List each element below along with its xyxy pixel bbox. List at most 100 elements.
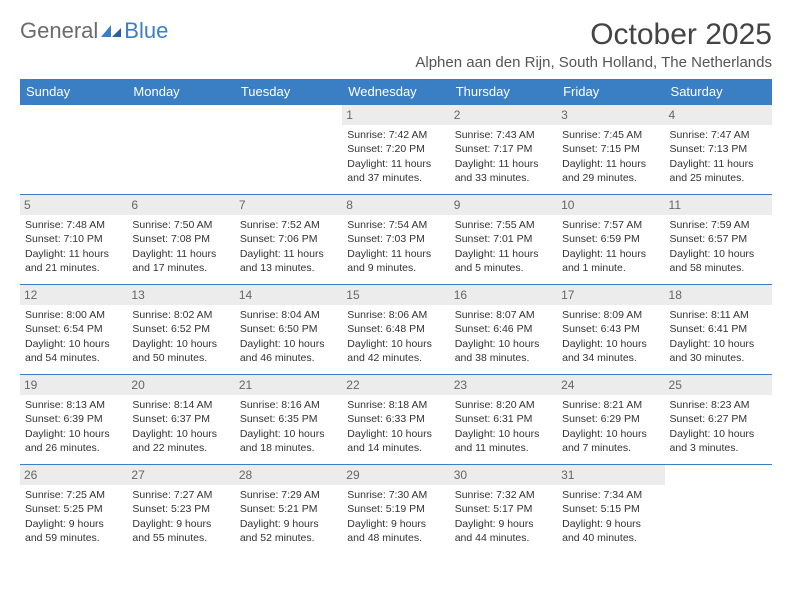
daylight-text: Daylight: 10 hours and 30 minutes. xyxy=(670,337,767,365)
sunset-text: Sunset: 6:54 PM xyxy=(25,322,122,336)
daylight-text: Daylight: 10 hours and 3 minutes. xyxy=(670,427,767,455)
calendar-cell: 8Sunrise: 7:54 AMSunset: 7:03 PMDaylight… xyxy=(342,195,449,285)
day-header: Friday xyxy=(557,79,664,105)
daylight-text: Daylight: 9 hours and 48 minutes. xyxy=(347,517,444,545)
day-header: Saturday xyxy=(665,79,772,105)
day-header: Wednesday xyxy=(342,79,449,105)
sunset-text: Sunset: 6:33 PM xyxy=(347,412,444,426)
sunset-text: Sunset: 7:03 PM xyxy=(347,232,444,246)
daylight-text: Daylight: 11 hours and 25 minutes. xyxy=(670,157,767,185)
sunrise-text: Sunrise: 7:52 AM xyxy=(240,218,337,232)
sunrise-text: Sunrise: 7:48 AM xyxy=(25,218,122,232)
day-header-row: Sunday Monday Tuesday Wednesday Thursday… xyxy=(20,79,772,105)
daylight-text: Daylight: 9 hours and 55 minutes. xyxy=(132,517,229,545)
logo-text-blue: Blue xyxy=(124,18,168,44)
sunrise-text: Sunrise: 7:30 AM xyxy=(347,488,444,502)
sunrise-text: Sunrise: 7:57 AM xyxy=(562,218,659,232)
sunrise-text: Sunrise: 8:02 AM xyxy=(132,308,229,322)
daylight-text: Daylight: 10 hours and 22 minutes. xyxy=(132,427,229,455)
logo-text-general: General xyxy=(20,18,98,44)
daylight-text: Daylight: 10 hours and 14 minutes. xyxy=(347,427,444,455)
sunset-text: Sunset: 5:19 PM xyxy=(347,502,444,516)
sunrise-text: Sunrise: 8:20 AM xyxy=(455,398,552,412)
sunset-text: Sunset: 7:06 PM xyxy=(240,232,337,246)
day-number: 14 xyxy=(235,285,342,305)
sunrise-text: Sunrise: 7:32 AM xyxy=(455,488,552,502)
day-number: 16 xyxy=(450,285,557,305)
calendar-week: 26Sunrise: 7:25 AMSunset: 5:25 PMDayligh… xyxy=(20,465,772,555)
sunrise-text: Sunrise: 7:43 AM xyxy=(455,128,552,142)
day-number: 24 xyxy=(557,375,664,395)
day-number: 19 xyxy=(20,375,127,395)
sunset-text: Sunset: 6:57 PM xyxy=(670,232,767,246)
sunrise-text: Sunrise: 8:16 AM xyxy=(240,398,337,412)
sunset-text: Sunset: 6:46 PM xyxy=(455,322,552,336)
calendar-week: 1Sunrise: 7:42 AMSunset: 7:20 PMDaylight… xyxy=(20,105,772,195)
header: General Blue October 2025 xyxy=(20,18,772,52)
day-number: 26 xyxy=(20,465,127,485)
daylight-text: Daylight: 9 hours and 44 minutes. xyxy=(455,517,552,545)
sunrise-text: Sunrise: 8:18 AM xyxy=(347,398,444,412)
day-number: 9 xyxy=(450,195,557,215)
sunset-text: Sunset: 5:15 PM xyxy=(562,502,659,516)
calendar-cell: 6Sunrise: 7:50 AMSunset: 7:08 PMDaylight… xyxy=(127,195,234,285)
day-number: 23 xyxy=(450,375,557,395)
calendar-cell: 23Sunrise: 8:20 AMSunset: 6:31 PMDayligh… xyxy=(450,375,557,465)
calendar-cell: 4Sunrise: 7:47 AMSunset: 7:13 PMDaylight… xyxy=(665,105,772,195)
calendar-table: Sunday Monday Tuesday Wednesday Thursday… xyxy=(20,79,772,555)
day-number: 12 xyxy=(20,285,127,305)
day-number: 27 xyxy=(127,465,234,485)
sunrise-text: Sunrise: 7:50 AM xyxy=(132,218,229,232)
daylight-text: Daylight: 10 hours and 7 minutes. xyxy=(562,427,659,455)
sunset-text: Sunset: 6:41 PM xyxy=(670,322,767,336)
sunset-text: Sunset: 7:01 PM xyxy=(455,232,552,246)
calendar-cell: 30 Sunrise: 7:32 AMSunset: 5:17 PMDayligh… xyxy=(450,465,557,555)
sunset-text: Sunset: 6:39 PM xyxy=(25,412,122,426)
logo: General Blue xyxy=(20,18,168,44)
day-number: 30 xyxy=(450,465,557,485)
sunrise-text: Sunrise: 7:27 AM xyxy=(132,488,229,502)
day-number: 29 xyxy=(342,465,449,485)
calendar-cell: 13Sunrise: 8:02 AMSunset: 6:52 PMDayligh… xyxy=(127,285,234,375)
calendar-cell: 22Sunrise: 8:18 AMSunset: 6:33 PMDayligh… xyxy=(342,375,449,465)
sunrise-text: Sunrise: 7:55 AM xyxy=(455,218,552,232)
calendar-cell: 19 Sunrise: 8:13 AMSunset: 6:39 PMDayligh… xyxy=(20,375,127,465)
calendar-cell: 26Sunrise: 7:25 AMSunset: 5:25 PMDayligh… xyxy=(20,465,127,555)
calendar-cell: 11Sunrise: 7:59 AMSunset: 6:57 PMDayligh… xyxy=(665,195,772,285)
daylight-text: Daylight: 11 hours and 21 minutes. xyxy=(25,247,122,275)
calendar-cell: 15Sunrise: 8:06 AMSunset: 6:48 PMDayligh… xyxy=(342,285,449,375)
sunset-text: Sunset: 5:23 PM xyxy=(132,502,229,516)
sunrise-text: Sunrise: 8:21 AM xyxy=(562,398,659,412)
sunrise-text: Sunrise: 8:09 AM xyxy=(562,308,659,322)
sunset-text: Sunset: 5:21 PM xyxy=(240,502,337,516)
sunset-text: Sunset: 5:17 PM xyxy=(455,502,552,516)
sunset-text: Sunset: 6:35 PM xyxy=(240,412,337,426)
sunrise-text: Sunrise: 7:59 AM xyxy=(670,218,767,232)
calendar-cell: 21Sunrise: 8:16 AMSunset: 6:35 PMDayligh… xyxy=(235,375,342,465)
sunrise-text: Sunrise: 8:06 AM xyxy=(347,308,444,322)
sunrise-text: Sunrise: 8:13 AM xyxy=(25,398,122,412)
sunrise-text: Sunrise: 8:07 AM xyxy=(455,308,552,322)
daylight-text: Daylight: 11 hours and 37 minutes. xyxy=(347,157,444,185)
calendar-cell: 28Sunrise: 7:29 AMSunset: 5:21 PMDayligh… xyxy=(235,465,342,555)
daylight-text: Daylight: 10 hours and 26 minutes. xyxy=(25,427,122,455)
daylight-text: Daylight: 9 hours and 40 minutes. xyxy=(562,517,659,545)
sunset-text: Sunset: 6:37 PM xyxy=(132,412,229,426)
calendar-cell: 5 Sunrise: 7:48 AMSunset: 7:10 PMDaylight… xyxy=(20,195,127,285)
calendar-cell: 16Sunrise: 8:07 AMSunset: 6:46 PMDayligh… xyxy=(450,285,557,375)
calendar-cell: 27 Sunrise: 7:27 AMSunset: 5:23 PMDayligh… xyxy=(127,465,234,555)
sunrise-text: Sunrise: 8:00 AM xyxy=(25,308,122,322)
sunset-text: Sunset: 7:13 PM xyxy=(670,142,767,156)
calendar-week: 12 Sunrise: 8:00 AMSunset: 6:54 PM Dayligh… xyxy=(20,285,772,375)
daylight-text: Daylight: 9 hours and 52 minutes. xyxy=(240,517,337,545)
day-number: 5 xyxy=(20,195,127,215)
sunset-text: Sunset: 7:10 PM xyxy=(25,232,122,246)
sunrise-text: Sunrise: 7:54 AM xyxy=(347,218,444,232)
day-number: 15 xyxy=(342,285,449,305)
daylight-text: Daylight: 10 hours and 11 minutes. xyxy=(455,427,552,455)
calendar-cell: 2Sunrise: 7:43 AMSunset: 7:17 PMDaylight… xyxy=(450,105,557,195)
day-header: Tuesday xyxy=(235,79,342,105)
calendar-week: 19Sunrise: 8:13 AMSunset: 6:39 PMDayligh… xyxy=(20,375,772,465)
calendar-cell xyxy=(20,105,127,195)
day-number: 6 xyxy=(127,195,234,215)
